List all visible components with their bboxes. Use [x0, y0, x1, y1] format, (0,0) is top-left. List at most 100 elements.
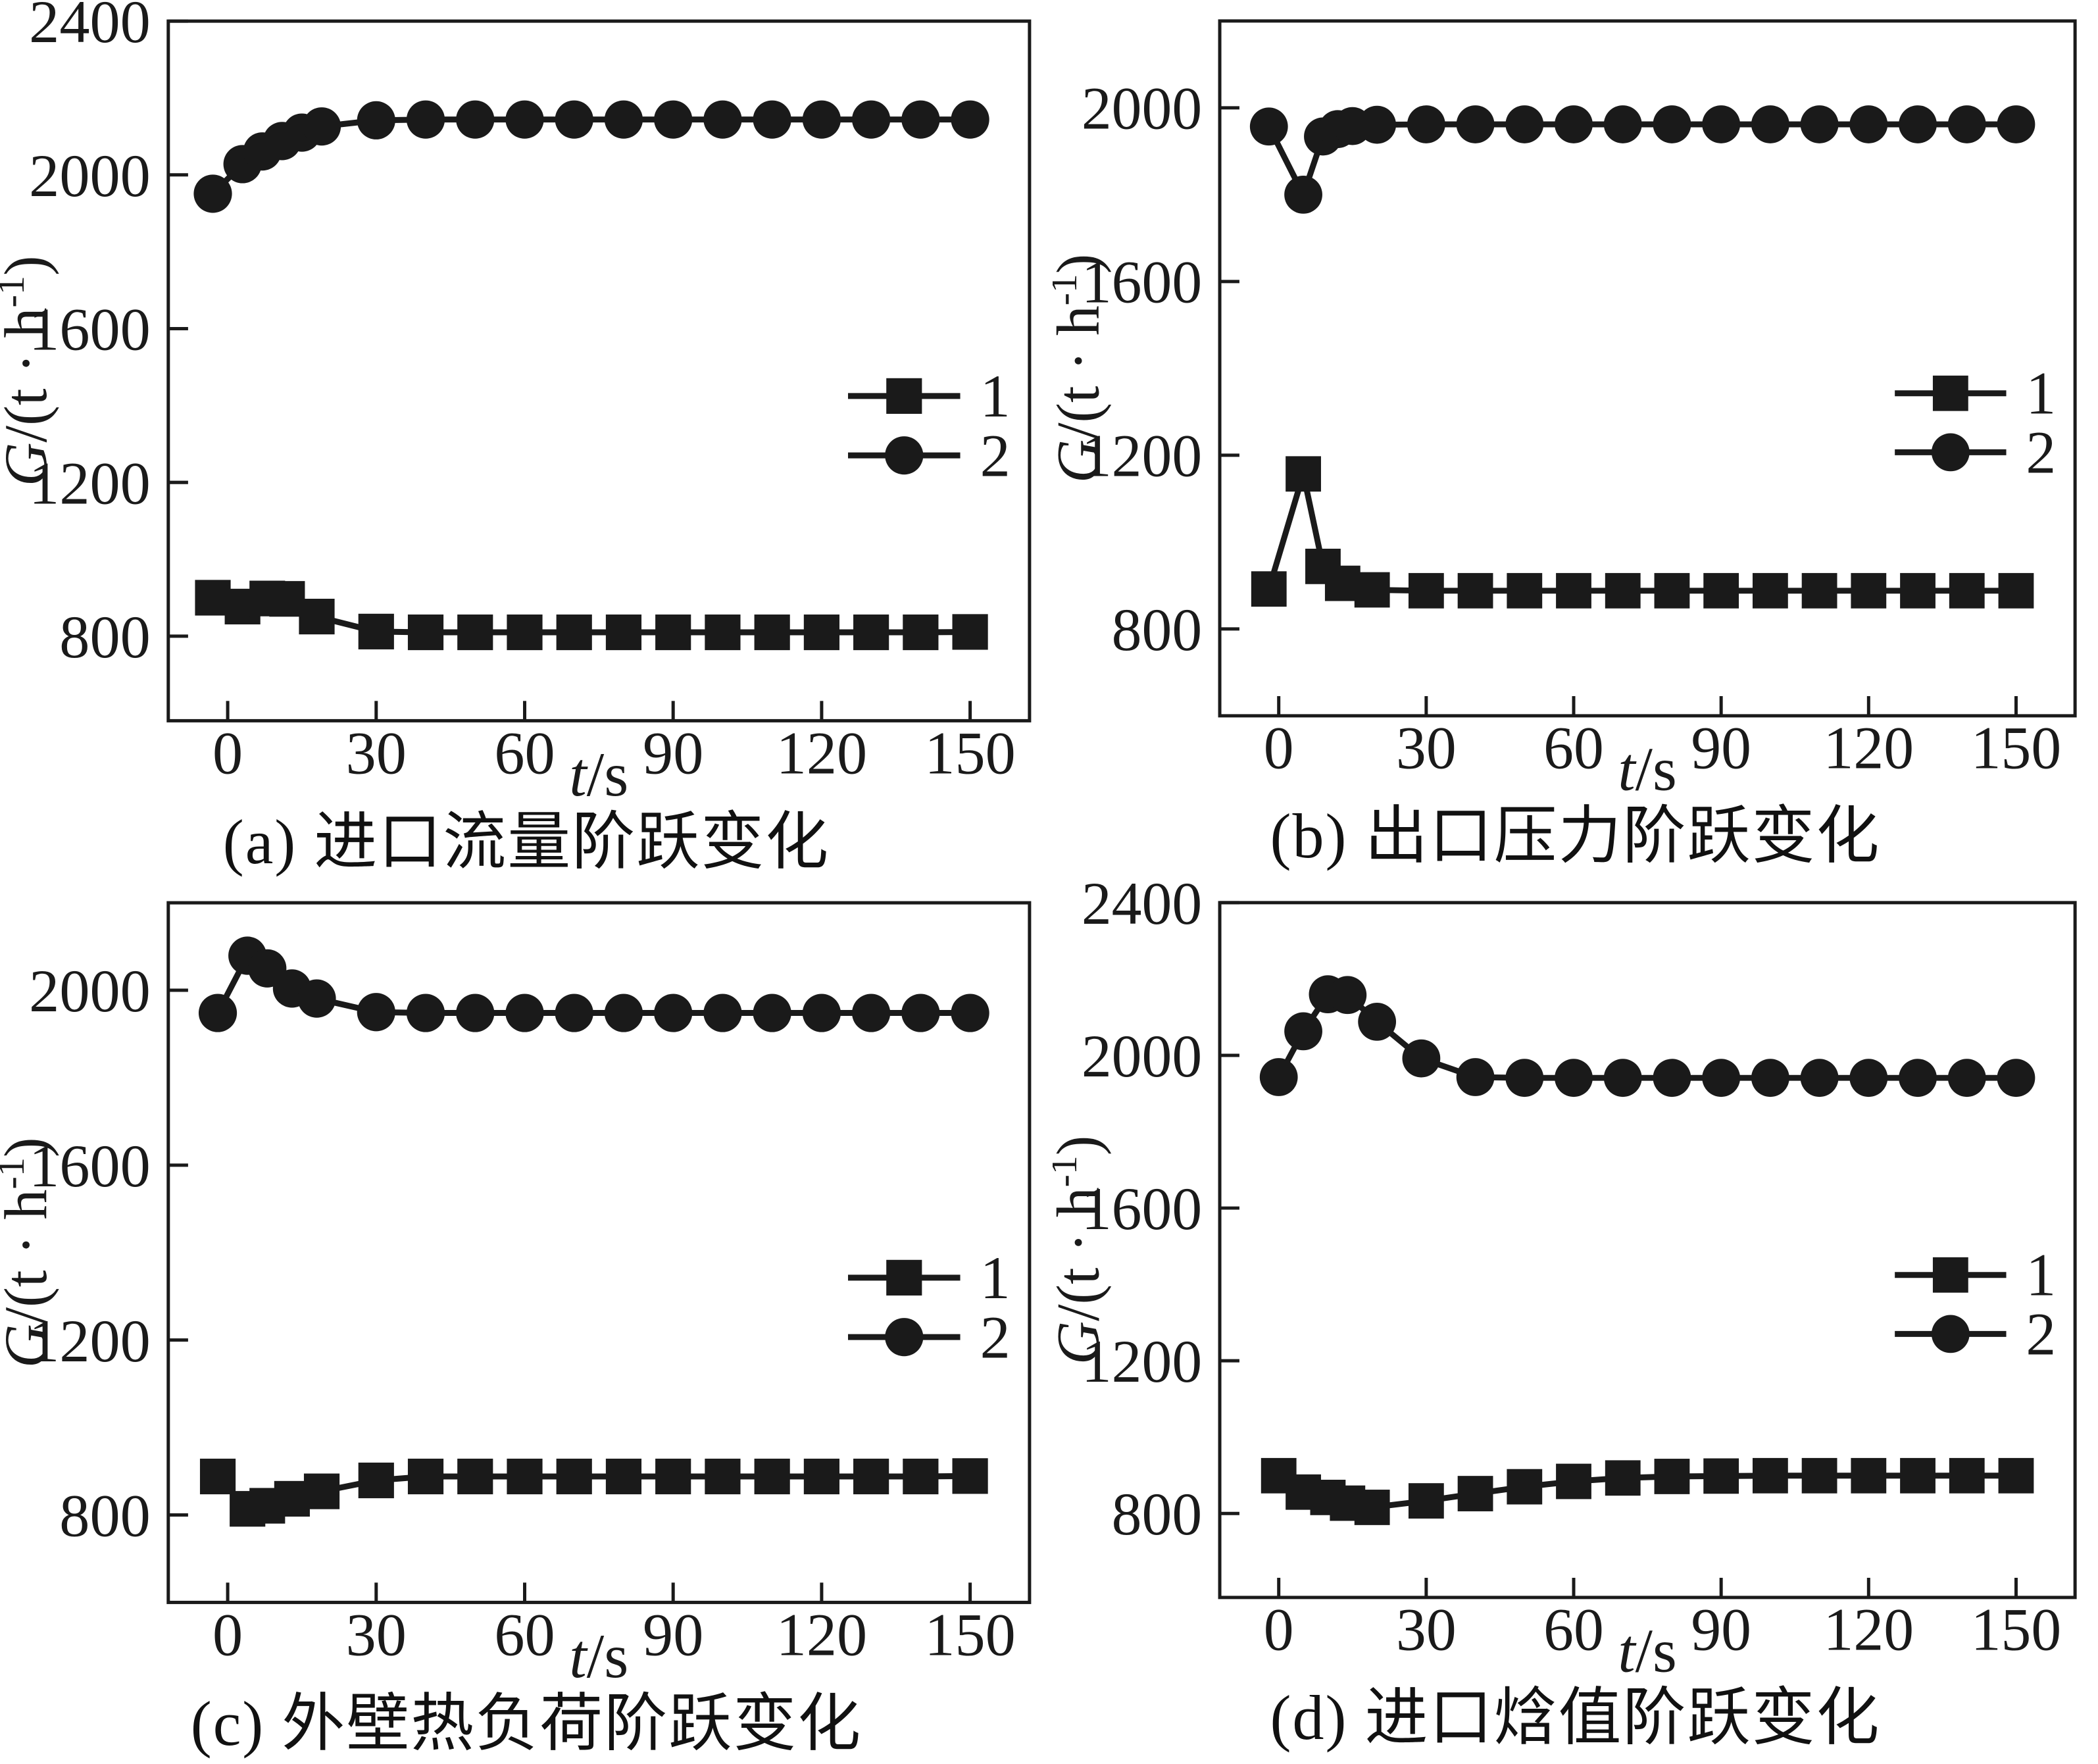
series-1-marker-square: [655, 614, 691, 651]
series-2-marker-circle: [406, 100, 445, 139]
legend-label: 1: [2026, 1242, 2056, 1309]
plot-box: [166, 901, 1032, 1604]
series-2-marker-circle: [604, 100, 643, 139]
series-2-marker-circle: [297, 979, 336, 1018]
y-tick-label: 1600: [29, 1132, 151, 1199]
x-tick-label: 150: [924, 1601, 1015, 1669]
x-tick-label: 90: [643, 720, 703, 787]
series-2-marker-circle: [1653, 1059, 1691, 1097]
series-2-marker-circle: [703, 100, 742, 139]
series-2-marker-circle: [302, 107, 341, 146]
series-1-marker-square: [407, 1458, 444, 1495]
series-1-marker-square: [705, 614, 741, 651]
x-tick-label: 120: [776, 1601, 867, 1669]
series-1-marker-square: [952, 614, 988, 650]
series-2-marker-circle: [198, 994, 237, 1032]
series-1-marker-square: [1752, 572, 1788, 609]
series-1-marker-square: [605, 614, 642, 651]
series-2-marker-circle: [1603, 105, 1642, 143]
series-1-marker-square: [1949, 572, 1985, 609]
x-tick-label: 90: [1691, 1596, 1751, 1663]
series-2-marker-circle: [1751, 1059, 1789, 1097]
series-2-marker-circle: [456, 100, 495, 139]
series-1-marker-square: [1457, 572, 1493, 609]
series-2-marker-circle: [1555, 1059, 1593, 1097]
x-tick-label: 0: [1264, 715, 1294, 782]
series-2-marker-circle: [1997, 1059, 2036, 1097]
series-2-marker-circle: [193, 174, 232, 213]
series-2-marker-circle: [1284, 1012, 1322, 1051]
series-1-marker-square: [1354, 1490, 1390, 1525]
series-1-marker-square: [358, 613, 394, 649]
y-tick-label: 1200: [29, 1307, 151, 1374]
x-tick-label: 150: [924, 720, 1015, 787]
legend-label: 2: [980, 1303, 1011, 1371]
legend-square-marker: [886, 378, 922, 414]
series-1-marker-square: [358, 1462, 394, 1499]
plot-box: [1218, 901, 2077, 1600]
series-1-marker-square: [1408, 572, 1444, 609]
series-1-marker-square: [1354, 572, 1390, 608]
series-1-marker-square: [1286, 456, 1321, 492]
series-2-marker-circle: [555, 100, 593, 139]
series-1-marker-square: [1457, 1476, 1493, 1511]
legend-label: 2: [2026, 418, 2056, 486]
series-2-marker-circle: [555, 994, 593, 1032]
x-axis-label: t/s: [569, 740, 628, 805]
x-tick-label: 0: [1264, 1596, 1294, 1663]
x-tick-label: 0: [212, 1601, 243, 1669]
series-2-marker-circle: [703, 994, 742, 1032]
series-2-marker-circle: [1505, 105, 1544, 143]
x-tick-label: 60: [1543, 715, 1604, 782]
series-2-marker-circle: [1702, 105, 1741, 143]
x-axis-label: t/s: [1618, 735, 1676, 799]
series-2-marker-circle: [951, 100, 989, 139]
x-tick-label: 90: [643, 1601, 703, 1669]
plot-box: [166, 19, 1032, 722]
x-tick-label: 30: [1396, 1596, 1457, 1663]
series-2-marker-circle: [505, 100, 544, 139]
series-1-marker-square: [199, 1458, 236, 1495]
y-axis-label: G/(t · h-1): [0, 255, 59, 486]
x-axis-label: t/s: [1618, 1617, 1676, 1681]
series-1-marker-square: [507, 1458, 543, 1495]
legend-circle-marker: [885, 436, 924, 475]
x-tick-label: 60: [494, 720, 555, 787]
series-1-marker-square: [303, 1473, 340, 1509]
x-tick-label: 30: [346, 720, 407, 787]
y-axis-label: G/(t · h-1): [0, 1137, 59, 1368]
plot-box: [1218, 19, 2077, 718]
chart-a: 0 30 60 90 120 150 800 1200 1600 2000 2400 12 t/s G/(…: [0, 0, 1032, 805]
series-2-marker-circle: [505, 994, 544, 1032]
x-tick-label: 120: [776, 720, 867, 787]
series-2-marker-circle: [1849, 105, 1888, 143]
series-1-marker-square: [605, 1458, 642, 1495]
series-2-marker-circle: [1899, 105, 1937, 143]
series-1-marker-square: [407, 614, 444, 651]
x-tick-label: 30: [346, 1601, 407, 1669]
y-tick-label: 2000: [29, 142, 151, 209]
series-2-marker-circle: [901, 100, 940, 139]
series-1-marker-square: [1801, 572, 1837, 609]
series-1-marker-square: [1949, 1457, 1985, 1494]
y-tick-label: 1200: [1082, 1328, 1202, 1395]
series-1-marker-square: [803, 614, 839, 651]
series-2-marker-circle: [1402, 1039, 1441, 1078]
y-axis-label: G/(t · h-1): [1053, 1136, 1112, 1365]
series-1-marker-square: [1900, 572, 1936, 609]
series-1-marker-square: [903, 1458, 939, 1495]
series-1-marker-square: [1556, 1463, 1591, 1499]
caption-a: (a) 进口流量阶跃变化: [222, 806, 830, 877]
series-1-marker-square: [754, 614, 790, 651]
series-2-marker-circle: [901, 994, 940, 1032]
series-2-marker-circle: [1702, 1059, 1741, 1097]
series-2-marker-circle: [753, 994, 791, 1032]
series-1-marker-square: [299, 598, 335, 635]
chart-b: 0 30 60 90 120 150 800 1200 1600 2000 12 t/s G/(t · …: [1053, 19, 2077, 799]
series-1-marker-square: [1998, 1457, 2034, 1494]
series-1-marker-square: [705, 1458, 741, 1495]
series-2-marker-circle: [1947, 105, 1986, 143]
series-1-marker-square: [1507, 1469, 1543, 1505]
chart-c: 0 30 60 90 120 150 800 1200 1600 2000 12 t/s G/(t · …: [0, 901, 1032, 1687]
caption-d: (d) 进口焓值阶跃变化: [1270, 1682, 1881, 1753]
